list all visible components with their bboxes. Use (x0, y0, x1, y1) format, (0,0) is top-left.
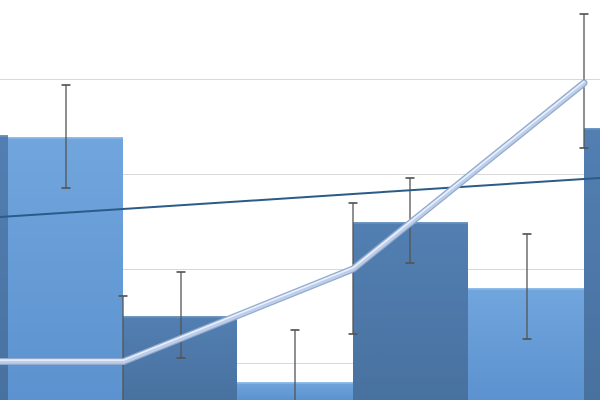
bar-dark (584, 128, 600, 400)
error-bar (118, 295, 128, 400)
line-series-thick-highlight (0, 80, 585, 361)
error-bar (176, 271, 186, 359)
error-bar (61, 84, 71, 189)
bar-light (468, 288, 584, 400)
line-series-thick (0, 80, 587, 364)
bar-dark (0, 135, 8, 400)
error-bar (290, 329, 300, 400)
error-bar (522, 233, 532, 340)
line-series-thin (0, 177, 600, 218)
